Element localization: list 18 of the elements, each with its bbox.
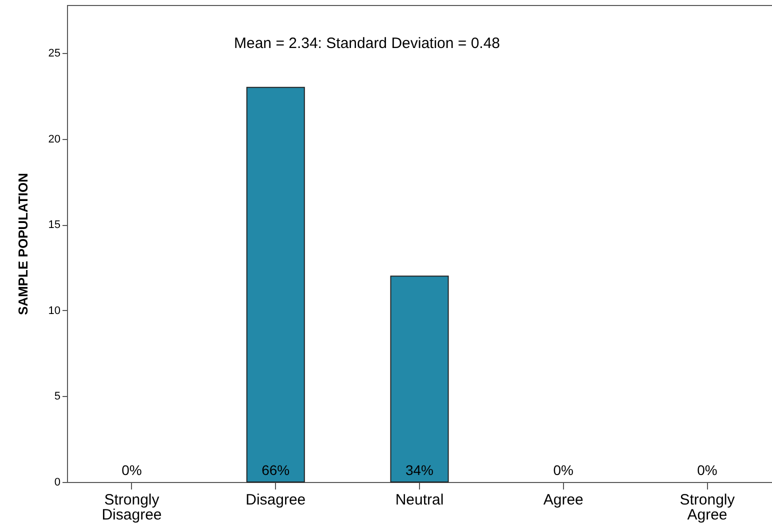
y-tick-label: 15 bbox=[48, 219, 60, 232]
annotation: 34% bbox=[405, 462, 434, 478]
y-tick-label: 0 bbox=[54, 476, 60, 488]
annotation: 66% bbox=[262, 462, 290, 478]
y-tick-label: 20 bbox=[48, 133, 60, 146]
y-tick-label: 25 bbox=[48, 48, 60, 60]
annotation: 0% bbox=[697, 462, 718, 478]
y-tick-label: 5 bbox=[54, 390, 60, 403]
x-tick-label: Agree bbox=[543, 492, 584, 508]
y-tick-label: 10 bbox=[48, 304, 60, 317]
x-tick-label: Strongly Disagree bbox=[102, 492, 162, 524]
annotation: 0% bbox=[553, 462, 574, 478]
x-tick-label: Disagree bbox=[246, 492, 306, 508]
annotation: 0% bbox=[122, 462, 142, 478]
annotation: Mean = 2.34: Standard Deviation = 0.48 bbox=[234, 35, 500, 52]
y-axis-title: SAMPLE POPULATION bbox=[15, 172, 30, 316]
x-tick-label: Neutral bbox=[395, 492, 444, 508]
x-tick-label: Strongly Agree bbox=[680, 492, 736, 524]
